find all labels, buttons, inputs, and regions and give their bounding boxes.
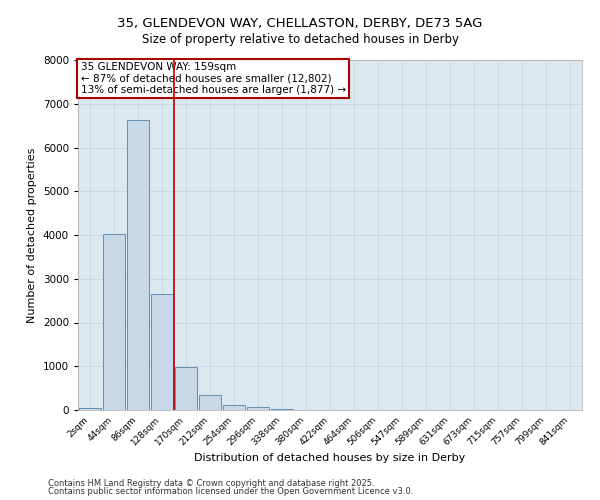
Bar [103, 234, 125, 410]
Bar [79, 408, 101, 410]
Text: 35 GLENDEVON WAY: 159sqm
← 87% of detached houses are smaller (12,802)
13% of se: 35 GLENDEVON WAY: 159sqm ← 87% of detach… [80, 62, 346, 95]
Y-axis label: Number of detached properties: Number of detached properties [27, 148, 37, 322]
Bar [199, 395, 221, 410]
Bar [175, 367, 197, 410]
Bar [247, 406, 269, 410]
Text: Contains HM Land Registry data © Crown copyright and database right 2025.: Contains HM Land Registry data © Crown c… [48, 478, 374, 488]
Bar [271, 408, 293, 410]
Text: 35, GLENDEVON WAY, CHELLASTON, DERBY, DE73 5AG: 35, GLENDEVON WAY, CHELLASTON, DERBY, DE… [118, 18, 482, 30]
Text: Contains public sector information licensed under the Open Government Licence v3: Contains public sector information licen… [48, 487, 413, 496]
Bar [151, 294, 173, 410]
Text: Size of property relative to detached houses in Derby: Size of property relative to detached ho… [142, 32, 458, 46]
Bar [127, 120, 149, 410]
Bar [223, 405, 245, 410]
X-axis label: Distribution of detached houses by size in Derby: Distribution of detached houses by size … [194, 452, 466, 462]
